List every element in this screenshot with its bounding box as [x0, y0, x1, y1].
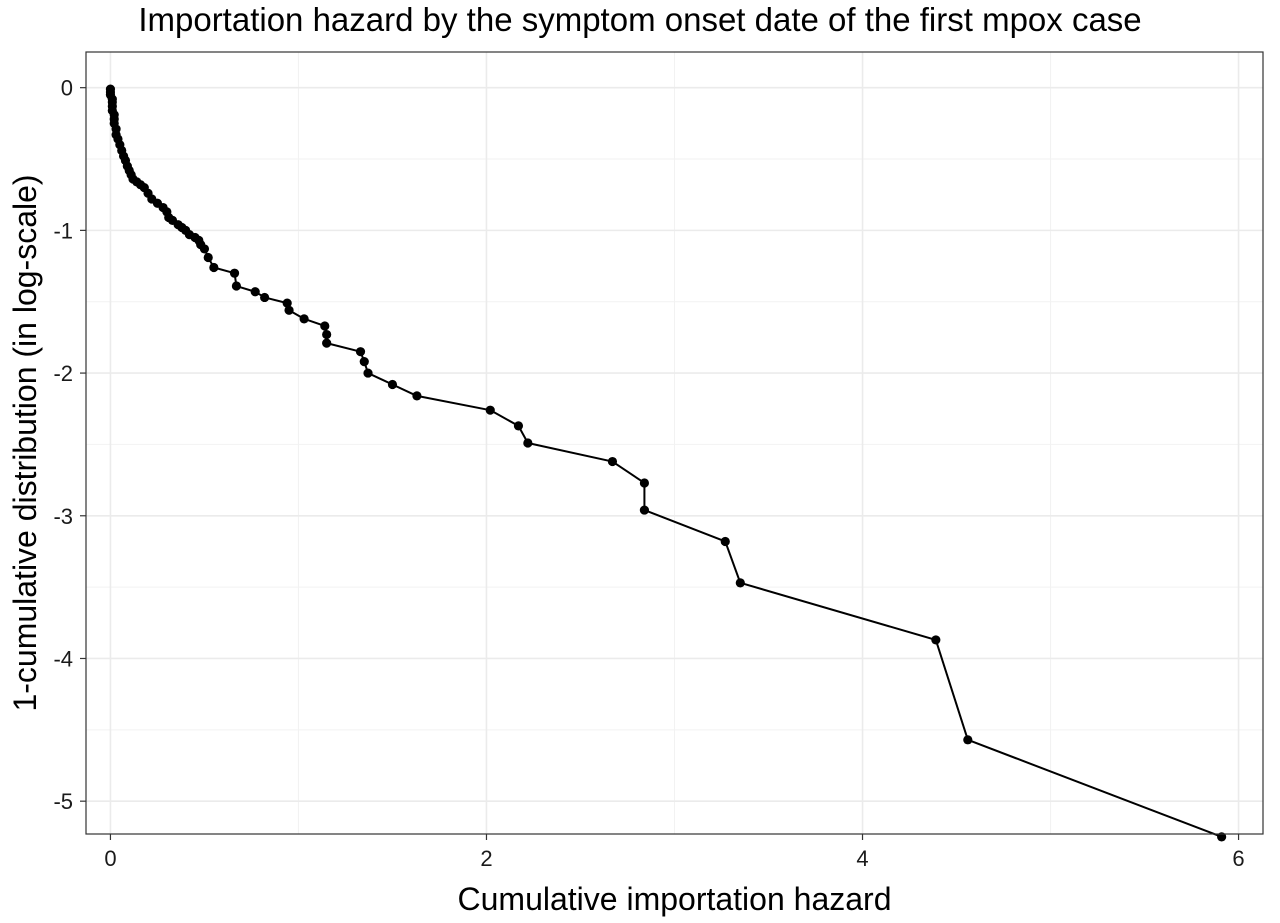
y-axis-ticks: 0 -1 -2 -3 -4 -5: [53, 76, 86, 814]
y-tick-label: 0: [61, 76, 73, 101]
data-point: [387, 379, 398, 390]
data-point: [485, 405, 495, 415]
data-point: [639, 505, 650, 515]
series-line-segment: [527, 442, 613, 463]
chart-title: Importation hazard by the symptom onset …: [138, 1, 1142, 38]
minor-gridlines: [86, 52, 1263, 834]
y-axis-title: 1-cumulative distribution (in log-scale): [7, 174, 43, 711]
x-axis-ticks: 0 2 4 6: [104, 834, 1245, 871]
y-tick-label: -1: [53, 218, 73, 243]
series-line-group: [109, 89, 1222, 838]
data-point: [963, 735, 973, 745]
series-line-segment: [724, 541, 742, 584]
data-point: [322, 329, 332, 340]
data-point: [735, 578, 745, 588]
major-gridlines: [86, 52, 1263, 834]
data-point: [231, 281, 242, 291]
x-tick-label: 0: [104, 846, 116, 871]
series-line-segment: [934, 639, 969, 741]
series-line-segment: [611, 460, 645, 484]
series-line-segment: [644, 509, 726, 543]
data-point: [320, 321, 330, 331]
data-point: [363, 368, 373, 378]
panel-border: [85, 51, 1264, 835]
series-line-segment: [489, 409, 519, 427]
data-point: [260, 292, 270, 303]
data-point: [299, 314, 309, 324]
data-point: [639, 478, 650, 488]
data-point: [720, 536, 730, 547]
data-point: [282, 298, 292, 308]
data-point: [359, 357, 369, 367]
data-point: [229, 268, 240, 278]
series-line-segment: [326, 342, 361, 353]
series-line-segment: [416, 394, 491, 412]
x-tick-label: 4: [856, 846, 868, 871]
x-tick-label: 2: [480, 846, 492, 871]
data-point: [199, 244, 210, 254]
x-tick-label: 6: [1232, 846, 1244, 871]
data-point: [203, 252, 213, 263]
data-point: [513, 421, 524, 431]
x-axis-title: Cumulative importation hazard: [458, 881, 892, 917]
data-point: [284, 305, 294, 315]
series-points-group: [105, 84, 1227, 842]
series-line-segment: [967, 738, 1222, 838]
data-point: [607, 456, 618, 467]
y-tick-label: -4: [53, 646, 73, 671]
data-point: [523, 438, 533, 448]
data-point: [355, 347, 366, 357]
y-tick-label: -3: [53, 504, 73, 529]
y-tick-label: -5: [53, 789, 73, 814]
data-point: [250, 287, 260, 297]
series-line-segment: [740, 581, 937, 641]
data-point: [931, 635, 941, 645]
data-point: [412, 391, 422, 401]
data-point: [209, 262, 219, 273]
data-point: [322, 338, 332, 348]
y-tick-label: -2: [53, 361, 73, 386]
